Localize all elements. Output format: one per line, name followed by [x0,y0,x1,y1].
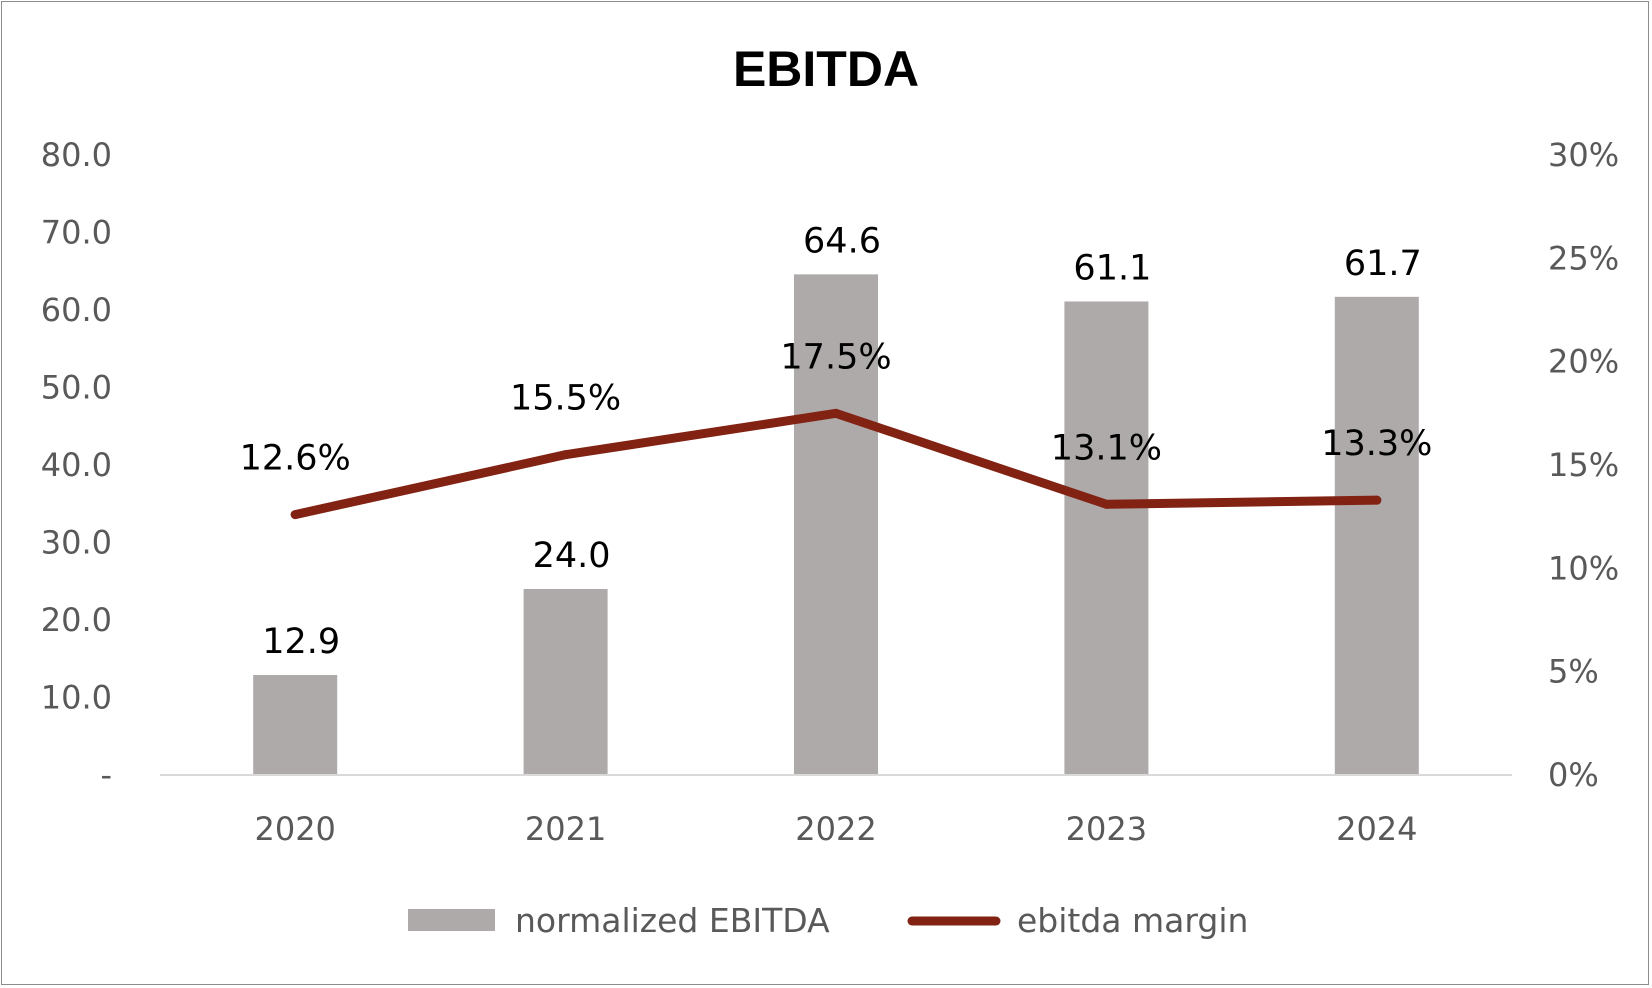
line-point-2023 [1101,499,1111,509]
bar-label-2021: 24.0 [533,536,611,576]
left-axis-tick-70: 70.0 [41,214,112,252]
line-series [290,408,1382,520]
legend-swatch-bar [408,909,495,931]
left-axis-tick-60: 60.0 [41,291,112,329]
left-axis-tick-40: 40.0 [41,446,112,484]
bar-label-2020: 12.9 [262,622,340,662]
legend-label-line: ebitda margin [1017,901,1248,940]
line-label-2023: 13.1% [1051,428,1162,468]
x-axis-tick-labels: 2020 2021 2022 2023 2024 [254,810,1417,848]
right-axis-tick-10: 10% [1548,549,1619,587]
bar-2024 [1334,296,1419,775]
left-axis-tick-10: 10.0 [41,679,112,717]
right-axis-tick-25: 25% [1548,239,1619,277]
legend-label-bar: normalized EBITDA [515,901,830,940]
left-axis-tick-20: 20.0 [41,601,112,639]
bar-series [253,274,1419,775]
bar-2022 [794,274,878,775]
left-axis-tick-80: 80.0 [41,136,112,174]
bar-2020 [253,675,338,775]
bar-2023 [1064,301,1149,775]
line-point-2022 [831,408,841,418]
x-axis-tick-2024: 2024 [1336,810,1417,848]
line-label-2024: 13.3% [1321,424,1432,464]
x-axis-tick-2020: 2020 [254,810,335,848]
right-axis-tick-5: 5% [1548,653,1599,691]
left-axis-tick-0: - [100,756,112,794]
left-axis-tick-30: 30.0 [41,524,112,562]
line-label-2021: 15.5% [510,379,621,419]
right-axis-tick-20: 20% [1548,343,1619,381]
right-axis-tick-labels: 0% 5% 10% 15% 20% 25% 30% [1548,136,1619,794]
line-label-2022: 17.5% [780,337,891,377]
right-axis-tick-30: 30% [1548,136,1619,174]
line-data-labels: 12.6% 15.5% 17.5% 13.1% 13.3% [240,337,1433,478]
legend: normalized EBITDA ebitda margin [408,901,1248,940]
x-axis-tick-2023: 2023 [1066,810,1147,848]
line-point-2024 [1372,495,1382,505]
right-axis-tick-15: 15% [1548,446,1619,484]
x-axis-tick-2022: 2022 [795,810,876,848]
bar-data-labels: 12.9 24.0 64.6 61.1 61.7 [262,221,1422,662]
right-axis-tick-0: 0% [1548,756,1599,794]
chart-title: EBITDA [733,41,919,97]
bar-label-2023: 61.1 [1073,248,1151,288]
bar-label-2022: 64.6 [803,221,881,261]
x-axis-tick-2021: 2021 [525,810,606,848]
left-axis-tick-labels: - 10.0 20.0 30.0 40.0 50.0 60.0 70.0 80.0 [41,136,112,794]
line-point-2021 [561,450,571,460]
bar-label-2024: 61.7 [1344,244,1422,284]
left-axis-tick-50: 50.0 [41,369,112,407]
line-point-2020 [290,510,300,520]
bar-2021 [523,589,608,775]
line-label-2020: 12.6% [240,439,351,479]
